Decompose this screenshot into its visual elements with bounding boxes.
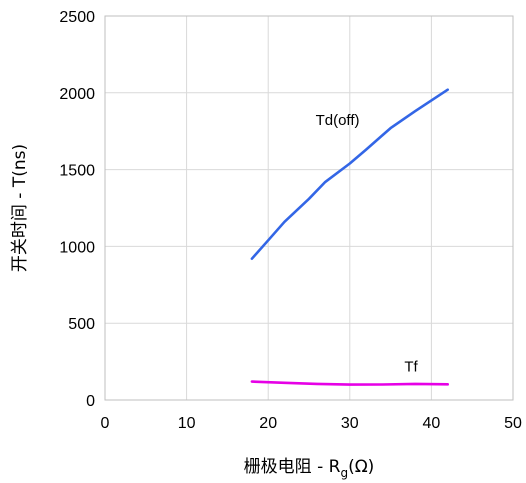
plot-frame	[104, 15, 514, 401]
y-tick-label: 2000	[59, 86, 95, 103]
y-tick-labels: 0 500 1000 1500 2000 2500	[59, 9, 95, 410]
x-tick-label: 10	[178, 415, 196, 432]
series-annotations: Td(off) Tf	[316, 112, 419, 376]
series-label: Td(off)	[316, 112, 360, 129]
x-tick-label: 30	[341, 415, 359, 432]
y-axis-title: 开关时间 - T(ns)	[10, 144, 30, 272]
series-line	[250, 380, 450, 386]
x-tick-label: 50	[504, 415, 522, 432]
x-axis-title-subscript: g	[340, 466, 348, 480]
x-axis-title-suffix: (Ω)	[348, 457, 374, 477]
y-tick-label: 500	[68, 316, 95, 333]
x-axis-title: 栅极电阻 - Rg(Ω)	[244, 457, 375, 480]
series-layer	[250, 88, 450, 386]
x-tick-labels: 0 10 20 30 40 50	[101, 415, 522, 432]
y-tick-label: 2500	[59, 9, 95, 26]
series-line	[250, 88, 450, 261]
x-tick-label: 20	[259, 415, 277, 432]
x-tick-label: 40	[423, 415, 441, 432]
x-tick-label: 0	[101, 415, 110, 432]
grid	[105, 16, 513, 400]
y-tick-label: 0	[86, 393, 95, 410]
y-tick-label: 1500	[59, 163, 95, 180]
x-axis-title-main: 栅极电阻 - R	[244, 457, 341, 477]
series-label: Tf	[404, 359, 418, 376]
y-tick-label: 1000	[59, 239, 95, 256]
